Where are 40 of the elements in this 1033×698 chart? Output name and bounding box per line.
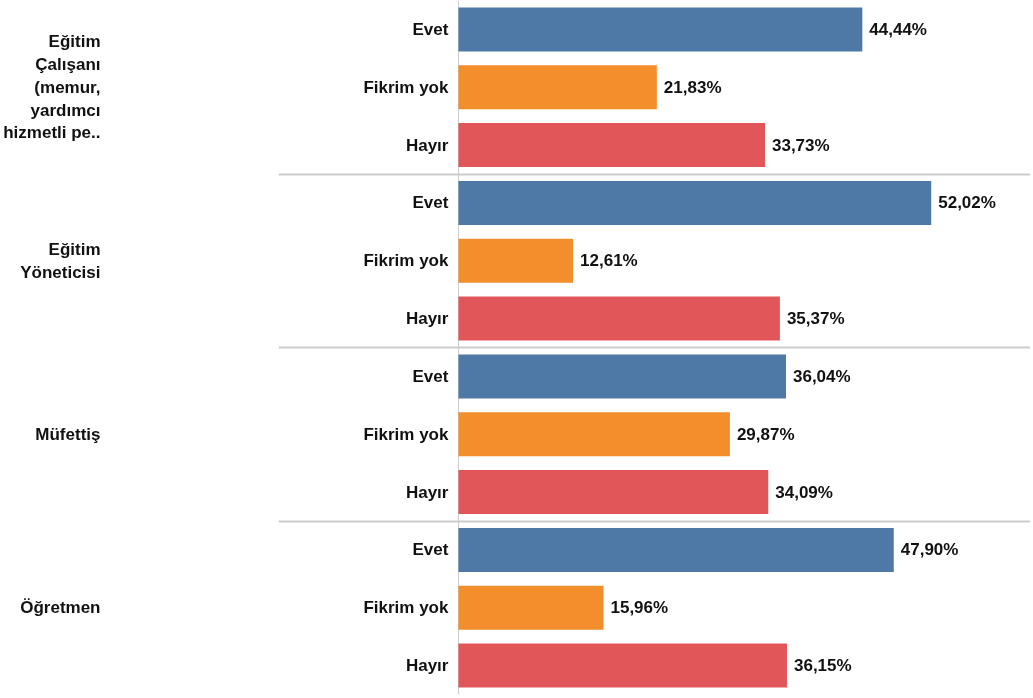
data-label: 36,15% bbox=[793, 656, 852, 676]
text: Evet bbox=[412, 540, 449, 560]
bar bbox=[458, 7, 863, 52]
text: Hayır bbox=[405, 482, 449, 502]
text: Fikrim yok bbox=[363, 598, 449, 618]
bar bbox=[458, 585, 604, 630]
series-label: Evet bbox=[412, 19, 449, 39]
data-label: 36,04% bbox=[792, 366, 851, 386]
y-tick-label: Eğitim Yöneticisi bbox=[20, 239, 101, 282]
bar bbox=[458, 123, 765, 168]
data-label: 29,87% bbox=[736, 424, 795, 444]
y-tick-label: Öğretmen bbox=[20, 598, 101, 618]
data-label: 21,83% bbox=[663, 77, 722, 97]
bar bbox=[458, 470, 769, 515]
bar bbox=[458, 65, 657, 110]
data-label: 15,96% bbox=[610, 598, 669, 618]
text: Fikrim yok bbox=[363, 424, 449, 444]
bar bbox=[458, 643, 787, 688]
text: Evet bbox=[412, 193, 449, 213]
data-label: 47,90% bbox=[900, 540, 959, 560]
bar bbox=[458, 238, 574, 283]
y-tick-label: Müfettiş bbox=[35, 424, 101, 444]
text: Evet bbox=[412, 366, 449, 386]
data-label: 34,09% bbox=[775, 482, 833, 502]
bar bbox=[458, 412, 730, 457]
data-label: 33,73% bbox=[771, 135, 830, 155]
data-label: 44,44% bbox=[869, 19, 927, 39]
bar bbox=[458, 354, 786, 399]
text: Hayır bbox=[405, 656, 449, 676]
y-tick-label: Eğitim Çalışanı (memur, yardımcı hizmetli pe.. bbox=[3, 32, 101, 143]
data-label: 12,61% bbox=[580, 251, 638, 271]
text: Hayır bbox=[405, 309, 449, 329]
bar bbox=[458, 527, 894, 572]
series-label: Fikrim yok bbox=[363, 77, 449, 97]
data-label: 52,02% bbox=[938, 193, 996, 213]
text: Fikrim yok bbox=[363, 251, 449, 271]
bar bbox=[458, 296, 780, 341]
data-label: 35,37% bbox=[786, 309, 845, 329]
series-label: Hayır bbox=[405, 135, 449, 155]
bar bbox=[458, 180, 932, 225]
